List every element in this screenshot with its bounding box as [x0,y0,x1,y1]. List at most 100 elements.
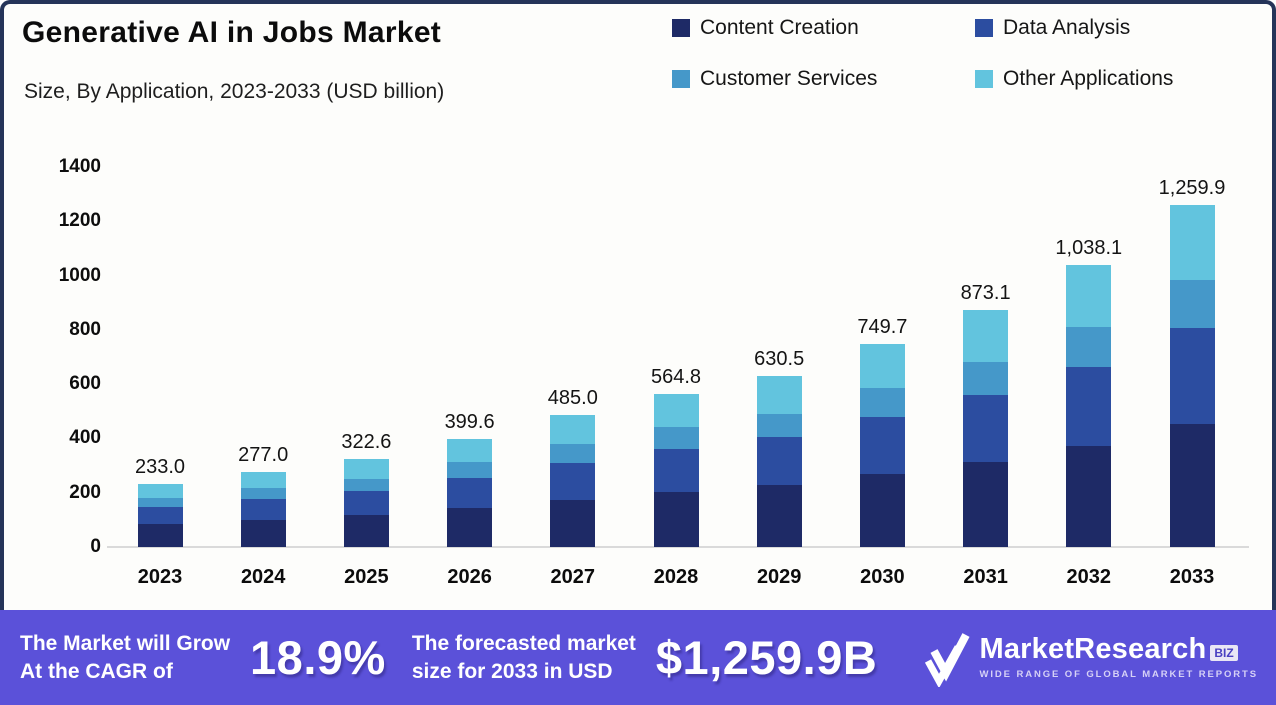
legend-swatch-icon [975,70,993,88]
segment-data-analysis [343,490,389,516]
legend-item-content-creation: Content Creation [672,16,975,40]
legend-swatch-icon [672,70,690,88]
x-axis-tick-2029: 2029 [756,566,802,588]
segment-customer-services [1169,280,1215,329]
segment-customer-services [653,427,699,449]
segment-customer-services [550,444,596,463]
brand-tagline: WIDE RANGE OF GLOBAL MARKET REPORTS [979,669,1258,680]
page-subtitle: Size, By Application, 2023-2033 (USD bil… [24,80,445,103]
segment-content-creation [963,461,1009,547]
x-axis-baseline [107,546,1249,548]
bar-2031 [963,310,1009,547]
bar-total-label-2027: 485.0 [547,387,598,410]
footer-banner: The Market will Grow At the CAGR of 18.9… [0,610,1276,705]
segment-other-applications [756,375,802,414]
chart-section: Generative AI in Jobs Market Size, By Ap… [0,0,1276,610]
x-axis-tick-2033: 2033 [1169,566,1215,588]
brand-text: MarketResearch BIZ WIDE RANGE OF GLOBAL … [979,633,1259,681]
segment-content-creation [1066,445,1112,547]
segment-data-analysis [859,416,905,474]
forecast-label: The forecasted market size for 2033 in U… [412,630,636,685]
bar-total-label-2023: 233.0 [134,455,186,478]
legend-item-other-applications: Other Applications [975,67,1173,91]
segment-content-creation [550,499,596,547]
double-checkmark-icon [924,632,970,687]
segment-other-applications [447,438,493,463]
segment-customer-services [1066,327,1112,367]
segment-content-creation [756,485,802,547]
y-axis-tick-800: 800 [69,318,101,340]
cagr-value: 18.9% [250,631,386,684]
x-axis-tick-2031: 2031 [963,566,1008,588]
segment-data-analysis [550,462,596,500]
segment-other-applications [343,459,389,479]
legend-label: Content Creation [700,16,859,39]
bar-2023 [137,483,183,547]
forecast-label-line2: size for 2033 in USD [411,659,613,683]
segment-data-analysis [1169,328,1215,424]
segment-customer-services [137,497,183,507]
forecast-label-line1: The forecasted market [411,632,636,656]
segment-data-analysis [1066,366,1112,446]
brand-logo: MarketResearch BIZ WIDE RANGE OF GLOBAL … [920,629,1259,687]
segment-data-analysis [756,437,802,486]
legend-swatch-icon [975,19,993,37]
segment-other-applications [653,393,699,428]
bar-total-label-2025: 322.6 [341,431,392,454]
y-axis-tick-400: 400 [69,427,101,449]
y-axis-tick-200: 200 [69,481,101,503]
bar-2032 [1066,265,1112,547]
segment-content-creation [343,515,389,547]
segment-other-applications [137,483,183,498]
bar-2029 [756,375,802,547]
legend-item-customer-services: Customer Services [672,67,975,91]
segment-customer-services [756,413,802,438]
y-axis-tick-1200: 1200 [58,210,101,232]
y-axis-tick-1000: 1000 [58,264,101,286]
x-axis-tick-2026: 2026 [447,566,492,588]
segment-content-creation [137,524,183,547]
segment-customer-services [447,462,493,478]
y-axis-tick-600: 600 [69,373,101,395]
brand-suffix-badge: BIZ [1210,645,1238,661]
segment-other-applications [859,343,905,389]
brand-name: MarketResearch [979,633,1207,665]
plot-area: 0 200 400 600 800 1000 1200 1400 233.0 2023 277.0 2… [4,4,1272,610]
legend-label: Data Analysis [1003,16,1131,39]
segment-other-applications [240,471,286,489]
cagr-label: The Market will Grow At the CAGR of [20,630,230,685]
bar-2030 [859,343,905,547]
x-axis-tick-2028: 2028 [653,566,699,588]
legend-swatch-icon [672,19,690,37]
segment-data-analysis [240,498,286,520]
segment-data-analysis [963,395,1009,462]
bar-2027 [550,415,596,547]
segment-data-analysis [447,477,493,508]
x-axis-tick-2030: 2030 [860,566,905,588]
segment-customer-services [963,362,1009,396]
y-axis-tick-1400: 1400 [58,156,101,177]
legend-item-data-analysis: Data Analysis [975,16,1173,40]
segment-content-creation [653,491,699,547]
bar-2026 [447,438,493,547]
segment-content-creation [447,507,493,547]
segment-data-analysis [137,506,183,525]
segment-other-applications [1169,205,1215,281]
chart-legend: Content Creation Data Analysis Customer Se… [672,16,1173,91]
y-axis-tick-0: 0 [90,536,101,557]
segment-data-analysis [653,448,699,492]
bar-total-label-2030: 749.7 [857,315,908,338]
bar-total-label-2024: 277.0 [238,443,289,466]
bar-total-label-2026: 399.6 [444,410,495,433]
x-axis-tick-2024: 2024 [240,566,286,588]
legend-label: Other Applications [1003,67,1174,90]
bar-2033 [1169,205,1215,547]
segment-other-applications [1066,265,1112,328]
bar-2025 [343,459,389,547]
segment-customer-services [240,488,286,499]
segment-customer-services [859,388,905,417]
bar-total-label-2033: 1,259.9 [1158,177,1226,199]
bar-total-label-2029: 630.5 [754,347,805,370]
segment-customer-services [343,478,389,491]
